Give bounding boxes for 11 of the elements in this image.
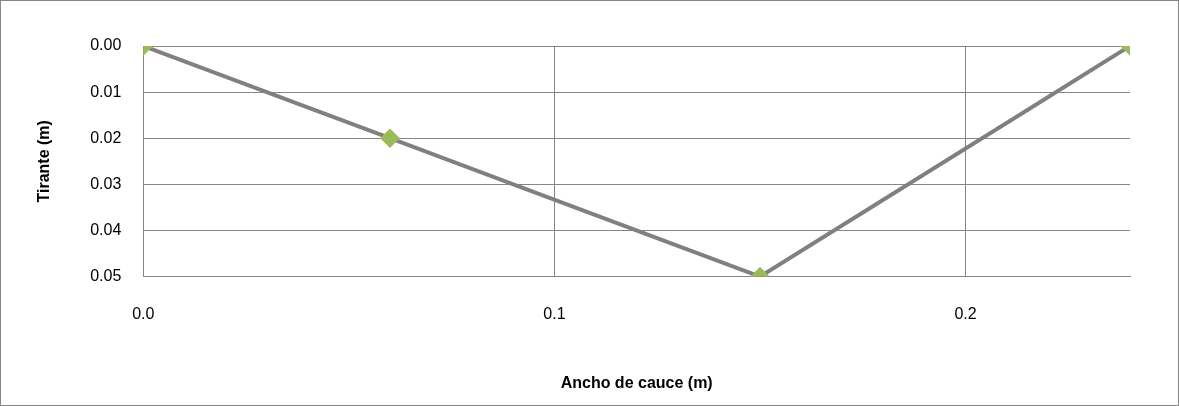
y-axis-title: Tirante (m) (35, 120, 53, 203)
y-tick-label: 0.02 (90, 128, 122, 146)
y-tick-label: 0.04 (90, 220, 122, 238)
y-tick-label: 0.05 (90, 267, 122, 285)
x-axis-title: Ancho de cauce (m) (560, 373, 713, 391)
y-tick-label: 0.00 (90, 36, 122, 54)
x-tick-label: 0.1 (543, 304, 566, 322)
y-tick-label: 0.03 (90, 174, 122, 192)
y-tick-label: 0.01 (90, 82, 122, 100)
x-tick-label: 0.2 (954, 304, 977, 322)
x-tick-label: 0.0 (132, 304, 155, 322)
